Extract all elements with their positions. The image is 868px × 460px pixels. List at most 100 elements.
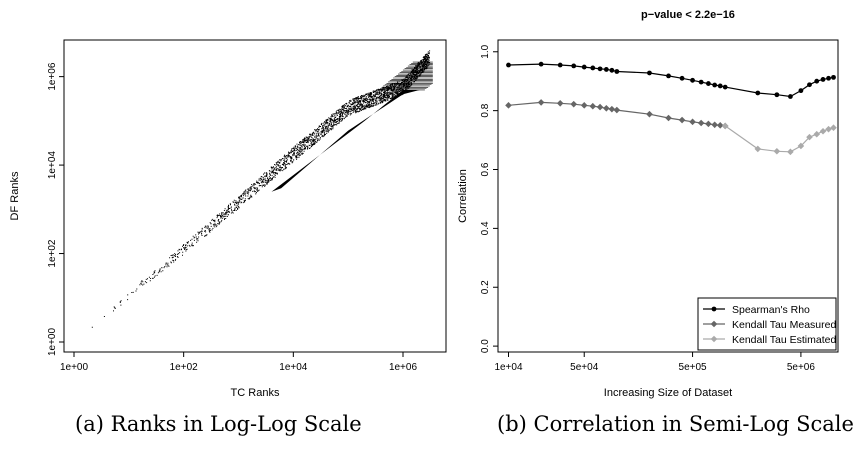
panel-b: p−value < 2.2e−16 1e+04 5e+04 5e+05 5e+06 0…	[457, 9, 839, 399]
data-point	[819, 127, 827, 135]
y-tick-label-b: 0.6	[480, 162, 491, 176]
legend-marker	[710, 335, 718, 343]
plot-a-frame	[63, 39, 447, 353]
data-point	[820, 77, 826, 82]
data-point	[556, 99, 564, 107]
legend-marker	[710, 320, 718, 328]
data-point	[678, 116, 686, 124]
x-axis-label-b: Increasing Size of Dataset	[604, 387, 732, 399]
data-point	[506, 62, 511, 68]
scatter-cloud	[91, 50, 431, 328]
data-point	[788, 94, 793, 99]
data-point	[722, 84, 728, 90]
data-point	[711, 121, 718, 129]
figure: 1e+00 1e+02 1e+04 1e+06 1e+001e+021e+041e+0…	[9, 9, 839, 399]
data-point	[581, 64, 587, 70]
legend-marker	[711, 306, 717, 312]
y-tick-label-b: 0.2	[480, 280, 491, 294]
legend-label: Kendall Tau Measured	[732, 319, 836, 331]
data-point	[689, 118, 696, 126]
data-point	[825, 125, 832, 133]
y-tick-label-b: 0.8	[480, 103, 491, 117]
data-point	[665, 114, 672, 122]
data-point	[755, 90, 761, 96]
data-point	[603, 67, 609, 72]
y-tick-label-b: 1.0	[480, 44, 491, 58]
y-axis-label-a: DF Ranks	[9, 171, 21, 220]
data-point	[666, 73, 671, 79]
series-line-0	[508, 63, 834, 98]
x-tick-label-a: 1e+00	[60, 362, 89, 373]
data-point	[557, 62, 563, 68]
data-point	[690, 77, 695, 83]
data-point	[830, 124, 837, 132]
data-point	[697, 119, 705, 127]
data-point	[797, 142, 805, 150]
x-tick-label-a: 1e+06	[389, 362, 418, 373]
data-point	[826, 75, 831, 81]
x-axis-b: 1e+04 5e+04 5e+05 5e+06	[494, 352, 815, 373]
data-point	[613, 106, 621, 114]
data-point	[609, 67, 615, 73]
chart-title-b: p−value < 2.2e−16	[641, 9, 735, 21]
y-tick-label-b: 0.0	[480, 339, 491, 353]
series-line-2	[724, 125, 834, 153]
scatter-points	[91, 50, 433, 328]
x-tick-label-a: 1e+04	[279, 362, 308, 373]
y-tick-label-a: 1e+02	[47, 239, 58, 268]
data-point	[603, 104, 610, 112]
caption-b: (b) Correlation in Semi-Log Scale	[497, 412, 854, 436]
y-axis-b: 0.0 0.2 0.4 0.6 0.8 1.0	[480, 44, 498, 353]
y-axis-label-b: Correlation	[457, 169, 469, 223]
data-point	[537, 99, 545, 106]
x-tick-label-b: 1e+04	[494, 362, 523, 373]
y-tick-label-a: 1e+04	[47, 151, 58, 180]
data-point	[580, 102, 588, 109]
data-point	[712, 82, 718, 88]
data-point	[596, 103, 604, 111]
plot-b-frame	[497, 39, 839, 353]
data-point	[589, 102, 597, 110]
data-point	[798, 88, 804, 94]
data-point	[590, 65, 596, 71]
data-point	[813, 130, 821, 138]
x-tick-label-a: 1e+02	[170, 362, 199, 373]
legend-label: Kendall Tau Estimated	[732, 334, 836, 346]
data-point	[716, 122, 724, 129]
data-point	[647, 70, 652, 76]
data-point	[679, 75, 685, 81]
data-point	[831, 74, 836, 80]
dense-band	[271, 89, 420, 192]
data-point	[721, 122, 729, 130]
data-point	[646, 110, 653, 118]
y-tick-label-a: 1e+06	[47, 62, 58, 91]
data-point	[597, 66, 603, 72]
data-point	[614, 69, 620, 74]
series-group	[505, 61, 837, 156]
data-point	[806, 133, 813, 141]
panel-a: 1e+00 1e+02 1e+04 1e+06 1e+001e+021e+041e+0…	[9, 39, 447, 399]
data-point	[608, 105, 616, 113]
legend: Spearman's Rho Kendall Tau Measured Kendal…	[697, 297, 837, 351]
data-point	[807, 82, 812, 88]
data-point	[571, 63, 577, 69]
data-point	[754, 145, 762, 153]
y-tick-label-a: 1e+00	[47, 328, 58, 357]
caption-a: (a) Ranks in Log-Log Scale	[75, 412, 362, 436]
legend-label: Spearman's Rho	[732, 304, 810, 316]
data-point	[774, 92, 780, 98]
data-point	[814, 78, 820, 84]
x-tick-label-b: 5e+04	[570, 362, 599, 373]
data-point	[705, 81, 711, 86]
data-point	[570, 100, 578, 108]
data-point	[717, 83, 723, 89]
data-point	[787, 148, 794, 156]
x-axis-a: 1e+00 1e+02 1e+04 1e+06	[60, 352, 418, 373]
data-point	[773, 147, 781, 155]
y-tick-label-b: 0.4	[480, 221, 491, 235]
x-axis-label-a: TC Ranks	[231, 387, 280, 399]
data-point	[505, 102, 512, 109]
data-point	[705, 120, 712, 128]
y-axis-a: 1e+00 1e+02 1e+04 1e+06	[47, 62, 64, 356]
x-tick-label-b: 5e+05	[679, 362, 708, 373]
